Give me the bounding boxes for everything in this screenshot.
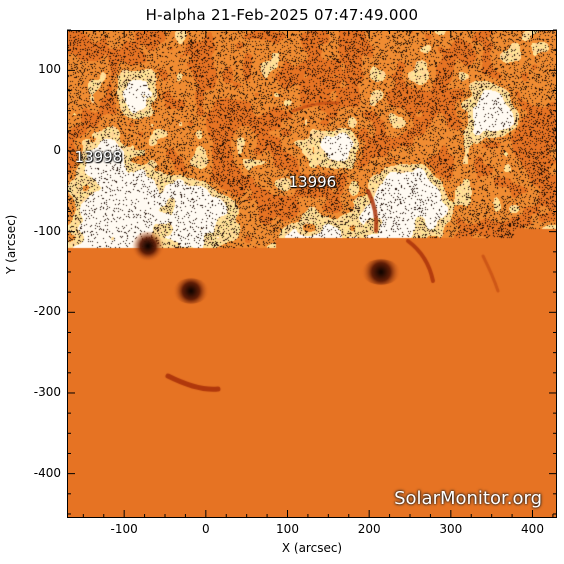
halpha-solar-image: [68, 31, 556, 517]
x-axis-label: X (arcsec): [281, 541, 343, 555]
y-tick-label: -200: [33, 304, 61, 319]
x-tick-label: 0: [202, 522, 210, 536]
y-tick-label: -400: [33, 465, 61, 480]
x-tick-label: 200: [357, 522, 381, 536]
region-label-13998: 13998: [74, 148, 123, 167]
y-tick-label: -100: [33, 223, 61, 238]
region-label-13996: 13996: [288, 172, 337, 191]
x-tick-label: -100: [110, 522, 138, 536]
y-tick-label: -300: [33, 384, 61, 399]
solarmonitor-watermark: SolarMonitor.org: [394, 488, 542, 509]
y-axis-label: Y (arcsec): [4, 214, 18, 274]
y-tick-label: 100: [38, 62, 61, 77]
x-tick-label: 400: [521, 522, 544, 536]
image-title: H-alpha 21-Feb-2025 07:47:49.000: [145, 6, 419, 24]
x-tick-label: 100: [276, 522, 299, 536]
x-tick-label: 300: [439, 522, 463, 536]
solar-image-area: 13998 13996 SolarMonitor.org: [67, 30, 557, 518]
y-tick-label: 0: [53, 142, 61, 157]
